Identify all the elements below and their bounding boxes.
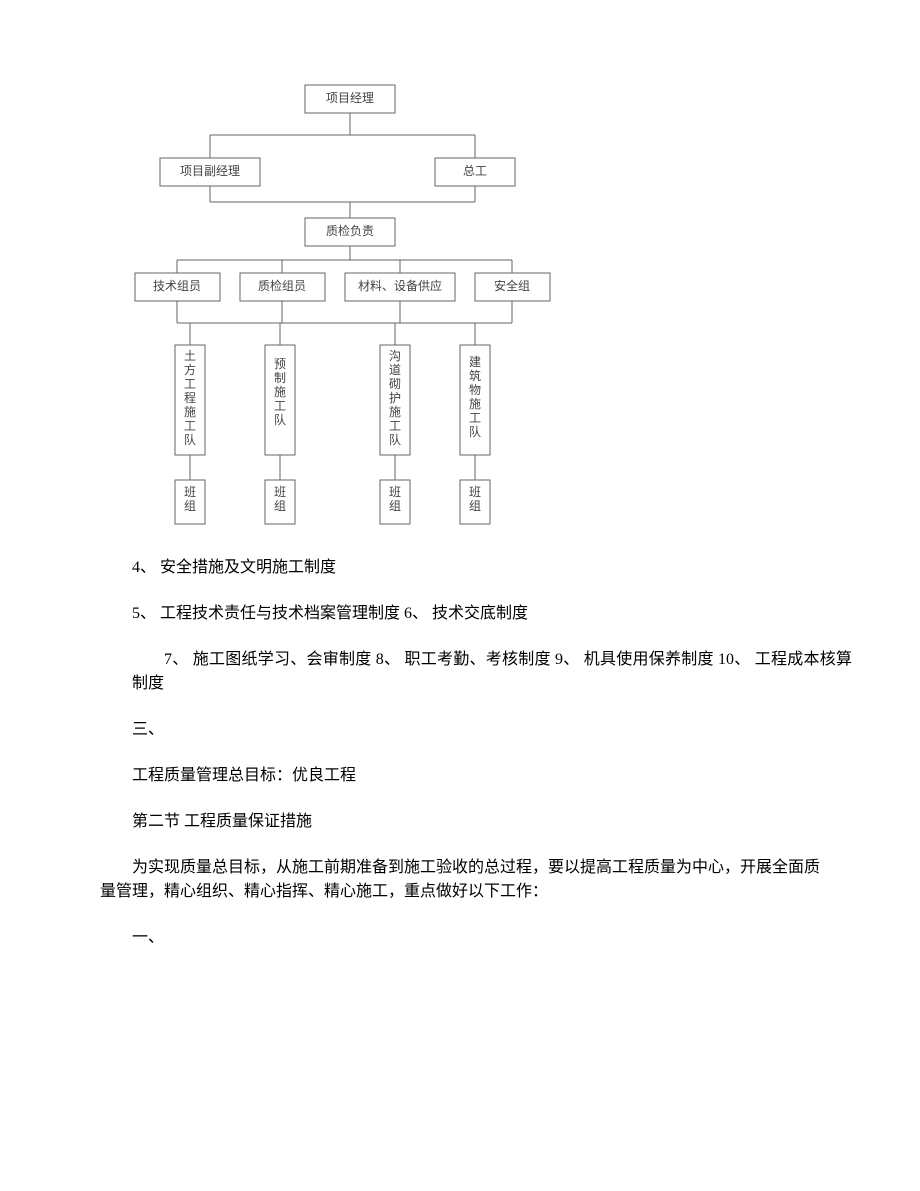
node-tech: 技术组员 bbox=[135, 273, 220, 301]
para-4: 4、 安全措施及文明施工制度 bbox=[100, 556, 820, 580]
svg-text:土方工程施工队: 土方工程施工队 bbox=[184, 349, 196, 447]
para-goal: 工程质量管理总目标：优良工程 bbox=[100, 764, 820, 788]
org-chart: 项目经理 项目副经理 总工 质检负责 技术组员 质检组员 材料、设备供应 安全 bbox=[130, 80, 570, 530]
para-yi: 一、 bbox=[100, 926, 820, 950]
node-qc-mem: 质检组员 bbox=[240, 273, 325, 301]
svg-text:沟道砌护施工队: 沟道砌护施工队 bbox=[389, 349, 401, 447]
node-grp1: 班组 bbox=[175, 480, 205, 524]
node-team3: 沟道砌护施工队 bbox=[380, 345, 410, 455]
node-ce: 总工 bbox=[435, 158, 515, 186]
node-team2: 预制施工队 bbox=[265, 345, 295, 455]
para-body: 为实现质量总目标，从施工前期准备到施工验收的总过程，要以提高工程质量为中心，开展… bbox=[100, 856, 820, 904]
svg-text:安全组: 安全组 bbox=[494, 278, 530, 293]
node-grp2: 班组 bbox=[265, 480, 295, 524]
node-grp3: 班组 bbox=[380, 480, 410, 524]
para-5-6: 5、 工程技术责任与技术档案管理制度 6、 技术交底制度 bbox=[100, 602, 820, 626]
svg-text:班组: 班组 bbox=[184, 485, 196, 513]
svg-text:建筑物施工队: 建筑物施工队 bbox=[469, 355, 481, 439]
svg-text:质检负责: 质检负责 bbox=[326, 223, 374, 238]
svg-text:质检组员: 质检组员 bbox=[258, 278, 306, 293]
svg-text:班组: 班组 bbox=[389, 485, 401, 513]
svg-text:项目经理: 项目经理 bbox=[326, 91, 374, 105]
node-supply: 材料、设备供应 bbox=[345, 273, 455, 301]
svg-text:技术组员: 技术组员 bbox=[153, 279, 201, 293]
node-vpm: 项目副经理 bbox=[160, 158, 260, 186]
svg-text:预制施工队: 预制施工队 bbox=[274, 357, 286, 427]
para-section2: 第二节 工程质量保证措施 bbox=[100, 810, 820, 834]
svg-text:材料、设备供应: 材料、设备供应 bbox=[358, 278, 442, 293]
org-chart-svg: 项目经理 项目副经理 总工 质检负责 技术组员 质检组员 材料、设备供应 安全 bbox=[130, 80, 570, 530]
svg-text:总工: 总工 bbox=[463, 164, 487, 178]
node-qc-head: 质检负责 bbox=[305, 218, 395, 246]
node-team1: 土方工程施工队 bbox=[175, 345, 205, 455]
svg-text:项目副经理: 项目副经理 bbox=[180, 164, 240, 178]
node-pm: 项目经理 bbox=[305, 85, 395, 113]
para-7-10: 7、 施工图纸学习、会审制度 8、 职工考勤、考核制度 9、 机具使用保养制度 … bbox=[100, 648, 820, 696]
node-team4: 建筑物施工队 bbox=[460, 345, 490, 455]
svg-text:班组: 班组 bbox=[274, 485, 286, 513]
node-safety: 安全组 bbox=[475, 273, 550, 301]
svg-text:班组: 班组 bbox=[469, 485, 481, 513]
para-san: 三、 bbox=[100, 718, 820, 742]
body-text: 4、 安全措施及文明施工制度 5、 工程技术责任与技术档案管理制度 6、 技术交… bbox=[100, 556, 820, 972]
node-grp4: 班组 bbox=[460, 480, 490, 524]
